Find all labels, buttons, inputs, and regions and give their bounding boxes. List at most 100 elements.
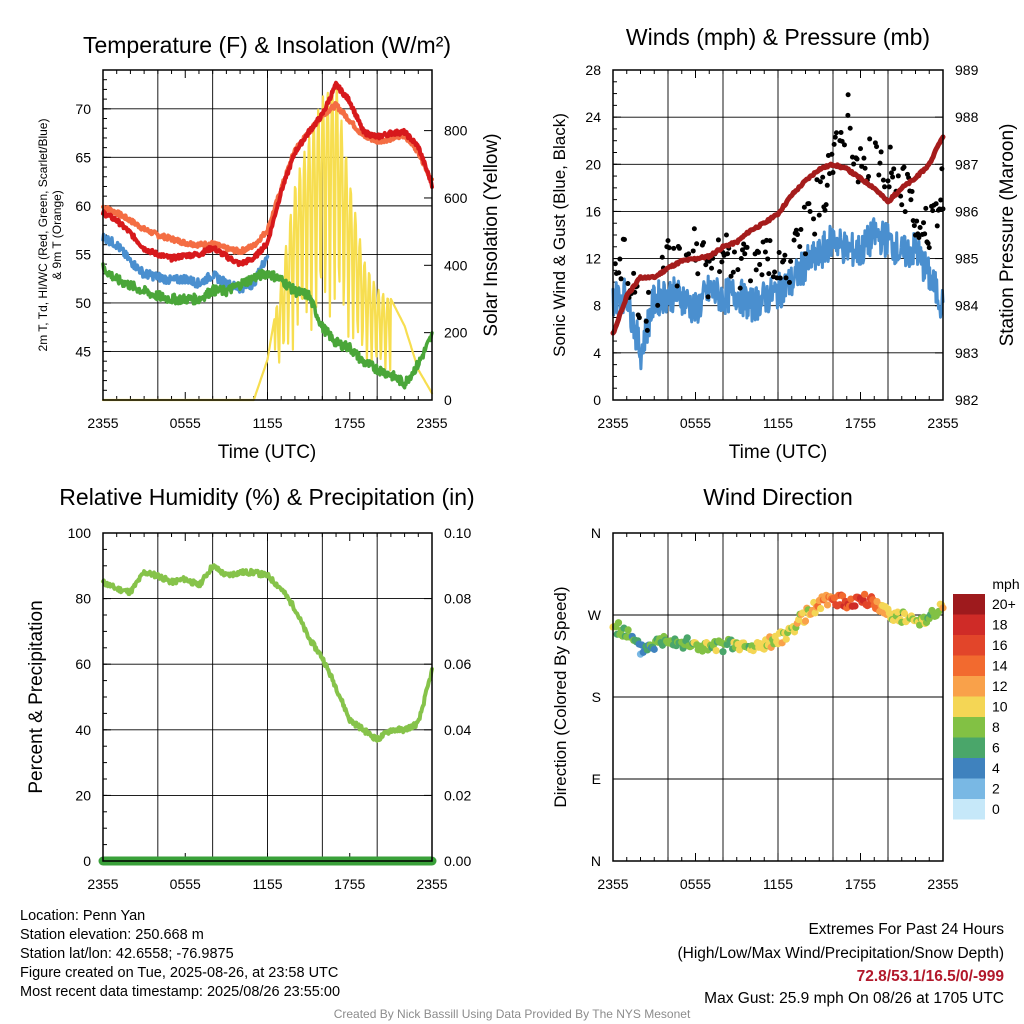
gust-point bbox=[817, 179, 823, 185]
y-right-tick-label: 0.04 bbox=[444, 722, 471, 738]
y-right-tick-label: 600 bbox=[444, 190, 468, 206]
gust-point bbox=[824, 182, 830, 188]
x-tick-label: 2355 bbox=[87, 415, 118, 431]
x-tick-label: 2355 bbox=[416, 415, 447, 431]
y-tick-label: S bbox=[592, 689, 601, 705]
legend-label: 6 bbox=[992, 740, 1000, 756]
x-tick-label: 1755 bbox=[334, 415, 365, 431]
y-tick-label: 60 bbox=[75, 656, 91, 672]
legend-label: 2 bbox=[992, 781, 1000, 797]
gust-point bbox=[895, 173, 901, 179]
gust-point bbox=[908, 197, 914, 203]
legend-label: 14 bbox=[992, 658, 1008, 674]
x-tick-label: 1755 bbox=[845, 415, 876, 431]
gust-point bbox=[636, 315, 642, 321]
y-right-tick-label: 982 bbox=[955, 392, 979, 408]
chart-title: Temperature (F) & Insolation (W/m²) bbox=[83, 32, 451, 58]
gust-point bbox=[766, 271, 772, 277]
gust-point bbox=[823, 202, 829, 208]
gust-point bbox=[691, 226, 697, 232]
max-gust-text: Max Gust: 25.9 mph On 08/26 at 1705 UTC bbox=[704, 990, 1004, 1007]
x-tick-label: 0555 bbox=[680, 876, 711, 892]
plot-border bbox=[612, 532, 944, 862]
gust-point bbox=[807, 208, 813, 214]
direction-point bbox=[823, 601, 832, 609]
dewpoint-line bbox=[101, 262, 434, 390]
legend-label: 10 bbox=[992, 699, 1008, 715]
temperature-9m-line bbox=[101, 101, 434, 255]
created-text: Figure created on Tue, 2025-08-26, at 23… bbox=[20, 965, 339, 981]
gust-point bbox=[788, 258, 794, 264]
plot-border bbox=[612, 69, 944, 401]
y-right-tick-label: 200 bbox=[444, 325, 468, 341]
y-axis-left-title: Percent & Precipitation bbox=[26, 600, 47, 793]
gust-point bbox=[782, 252, 788, 258]
gust-point bbox=[786, 279, 792, 285]
gust-point bbox=[938, 197, 944, 203]
x-tick-label: 1155 bbox=[252, 415, 282, 431]
gust-point bbox=[772, 269, 778, 275]
y-tick-label: 20 bbox=[585, 156, 601, 172]
y-axis-left-title: Direction (Colored By Speed) bbox=[551, 586, 570, 807]
gust-point bbox=[839, 138, 845, 144]
x-tick-label: 2355 bbox=[927, 876, 958, 892]
gust-point bbox=[898, 193, 904, 199]
y-tick-label: 80 bbox=[75, 591, 91, 607]
gust-point bbox=[861, 155, 867, 161]
gust-point bbox=[791, 237, 797, 243]
y-tick-label: N bbox=[591, 853, 601, 869]
gust-point bbox=[934, 223, 940, 229]
y-right-tick-label: 800 bbox=[444, 123, 468, 139]
gust-point bbox=[757, 262, 763, 268]
gust-point bbox=[887, 144, 893, 150]
gust-point bbox=[793, 227, 799, 233]
gust-point bbox=[867, 136, 873, 142]
gust-point bbox=[737, 285, 743, 291]
gust-point bbox=[914, 218, 920, 224]
gust-point bbox=[756, 249, 762, 255]
gust-point bbox=[759, 272, 765, 278]
x-tick-label: 1755 bbox=[845, 876, 876, 892]
gust-point bbox=[916, 235, 922, 241]
direction-point bbox=[865, 601, 873, 609]
y-right-tick-label: 0.10 bbox=[444, 525, 471, 541]
gust-point bbox=[891, 166, 897, 172]
gust-point bbox=[717, 269, 723, 275]
recent-data-text: Most recent data timestamp: 2025/08/26 2… bbox=[20, 984, 341, 1000]
gust-point bbox=[616, 270, 622, 276]
gust-point bbox=[832, 134, 838, 140]
y-right-tick-label: 984 bbox=[955, 298, 979, 314]
gust-point bbox=[781, 257, 787, 263]
chart-title: Wind Direction bbox=[703, 484, 853, 510]
latlon-text: Station lat/lon: 42.6558; -76.9875 bbox=[20, 946, 234, 962]
gust-point bbox=[890, 174, 896, 180]
extremes-subtitle: (High/Low/Max Wind/Precipitation/Snow De… bbox=[677, 945, 1005, 962]
gust-point bbox=[690, 248, 696, 254]
gust-point bbox=[803, 251, 808, 257]
legend-swatch bbox=[953, 655, 985, 676]
x-tick-label: 0555 bbox=[170, 415, 201, 431]
y-tick-label: 100 bbox=[68, 525, 92, 541]
x-tick-label: 2355 bbox=[597, 415, 628, 431]
x-axis-title: Time (UTC) bbox=[729, 442, 828, 463]
y-tick-label: W bbox=[588, 607, 602, 623]
y-tick-label: 8 bbox=[593, 298, 601, 314]
legend-swatch bbox=[953, 635, 985, 656]
gust-point bbox=[631, 270, 637, 276]
y-axis-left-title-line1: 2m T, Td, HI/WC (Red, Green, Scarlet/Blu… bbox=[36, 119, 50, 352]
plot-border bbox=[102, 69, 433, 401]
relative-humidity-line bbox=[101, 563, 434, 743]
gust-point bbox=[878, 149, 884, 155]
gust-point bbox=[902, 209, 908, 215]
gust-point bbox=[706, 258, 712, 264]
panel-3: 2355 0555 1155 1755 2355 0 20 40 60 80 100 0.00 0.02… bbox=[26, 484, 475, 892]
gust-point bbox=[833, 130, 839, 136]
gust-point bbox=[820, 174, 826, 180]
gust-point bbox=[767, 238, 773, 244]
legend-label: 0 bbox=[992, 801, 1000, 817]
direction-point bbox=[614, 619, 623, 627]
gust-point bbox=[644, 327, 650, 333]
direction-point bbox=[624, 626, 632, 634]
legend-swatch bbox=[953, 594, 985, 615]
